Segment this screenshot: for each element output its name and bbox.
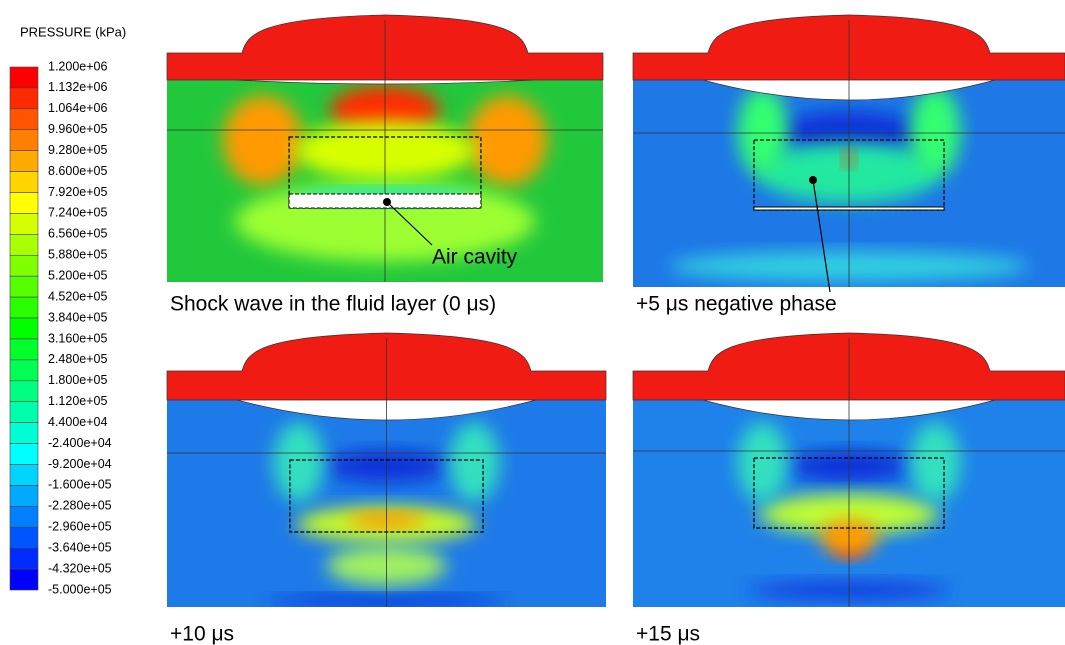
colorbar-swatch — [9, 87, 39, 110]
colorbar-label: 3.840e+05 — [48, 310, 107, 324]
panels — [166, 14, 1065, 607]
colorbar-swatch — [9, 66, 39, 89]
colorbar-label: 1.064e+06 — [48, 101, 107, 115]
colorbar-label: 1.800e+05 — [48, 373, 107, 387]
colorbar-swatch — [9, 296, 39, 319]
colorbar-label: 9.960e+05 — [48, 122, 107, 136]
panel-caption: +15 μs — [636, 623, 700, 645]
colorbar-swatch — [9, 254, 39, 277]
colorbar-swatch — [9, 108, 39, 131]
colorbar-label: 4.400e+04 — [48, 415, 107, 429]
simulation-panel — [632, 14, 1065, 287]
colorbar-label: -2.280e+05 — [48, 499, 112, 513]
simulation-panel — [632, 332, 1065, 607]
colorbar-swatch — [9, 317, 39, 340]
colorbar-label: -1.600e+05 — [48, 478, 112, 492]
colorbar-swatch — [9, 234, 39, 256]
pressure-region — [449, 422, 500, 503]
colorbar-swatch — [9, 380, 39, 403]
colorbar-label: 8.600e+05 — [48, 164, 107, 178]
pressure-region — [910, 422, 961, 503]
colorbar-label: -9.200e+04 — [48, 457, 112, 471]
colorbar-swatch — [9, 338, 39, 361]
colorbar-label: 4.520e+05 — [48, 289, 107, 303]
simulation-panel — [166, 332, 607, 607]
colorbar-label: 3.160e+05 — [48, 331, 107, 345]
colorbar-label: -3.640e+05 — [48, 540, 112, 554]
colorbar-label: 5.200e+05 — [48, 268, 107, 282]
annotation-leader — [812, 179, 831, 293]
colorbar-label: 1.120e+05 — [48, 394, 107, 408]
colorbar-label: -2.400e+04 — [48, 436, 112, 450]
panel-caption: +5 μs negative phase — [636, 293, 837, 316]
colorbar-label: 2.480e+05 — [48, 352, 107, 366]
colorbar-label: 9.280e+05 — [48, 143, 107, 157]
colorbar-swatch — [9, 568, 39, 591]
pressure-region — [737, 86, 788, 177]
colorbar-swatch — [9, 547, 39, 570]
pressure-region — [467, 95, 548, 186]
colorbar-swatch — [9, 275, 39, 298]
colorbar-swatch — [9, 464, 39, 486]
colorbar-label: 5.880e+05 — [48, 248, 107, 262]
colorbar-label: 7.240e+05 — [48, 206, 107, 220]
annotation-leader — [386, 201, 433, 246]
legend-title: PRESSURE (kPa) — [20, 24, 126, 39]
colorbar-swatch — [9, 526, 39, 549]
pressure-region — [273, 422, 324, 503]
colorbar-label: 1.132e+06 — [48, 80, 107, 94]
annotation: Air cavity — [432, 246, 518, 269]
colorbar-label: -5.000e+05 — [48, 582, 112, 596]
colorbar-swatch — [9, 359, 39, 382]
pressure-region — [222, 95, 303, 186]
pressure-region — [737, 422, 788, 503]
colorbar-swatch — [9, 422, 39, 444]
pressure-region — [910, 86, 961, 177]
panel-caption: +10 μs — [170, 623, 234, 645]
panel-caption: Shock wave in the fluid layer (0 μs) — [170, 293, 496, 316]
colorbar-swatch — [9, 129, 39, 151]
air-cavity — [753, 206, 945, 211]
colorbar-label: 6.560e+05 — [48, 227, 107, 241]
colorbar-label: -4.320e+05 — [48, 561, 112, 575]
colorbar-label: 1.200e+06 — [48, 59, 107, 73]
colorbar-swatch — [9, 506, 39, 528]
colorbar-swatch — [9, 171, 39, 193]
simulation-panel — [166, 14, 604, 282]
colorbar-swatch — [9, 192, 39, 214]
colorbar-swatch — [9, 485, 39, 507]
cavity-outline — [753, 457, 945, 529]
colorbar-label: 7.920e+05 — [48, 185, 107, 199]
colorbar-swatch — [9, 150, 39, 172]
cavity-outline — [289, 459, 484, 533]
colorbar-swatch — [9, 443, 39, 465]
colorbar-swatch — [9, 401, 39, 423]
colorbar-swatch — [9, 213, 39, 235]
colorbar-label: -2.960e+05 — [48, 520, 112, 534]
